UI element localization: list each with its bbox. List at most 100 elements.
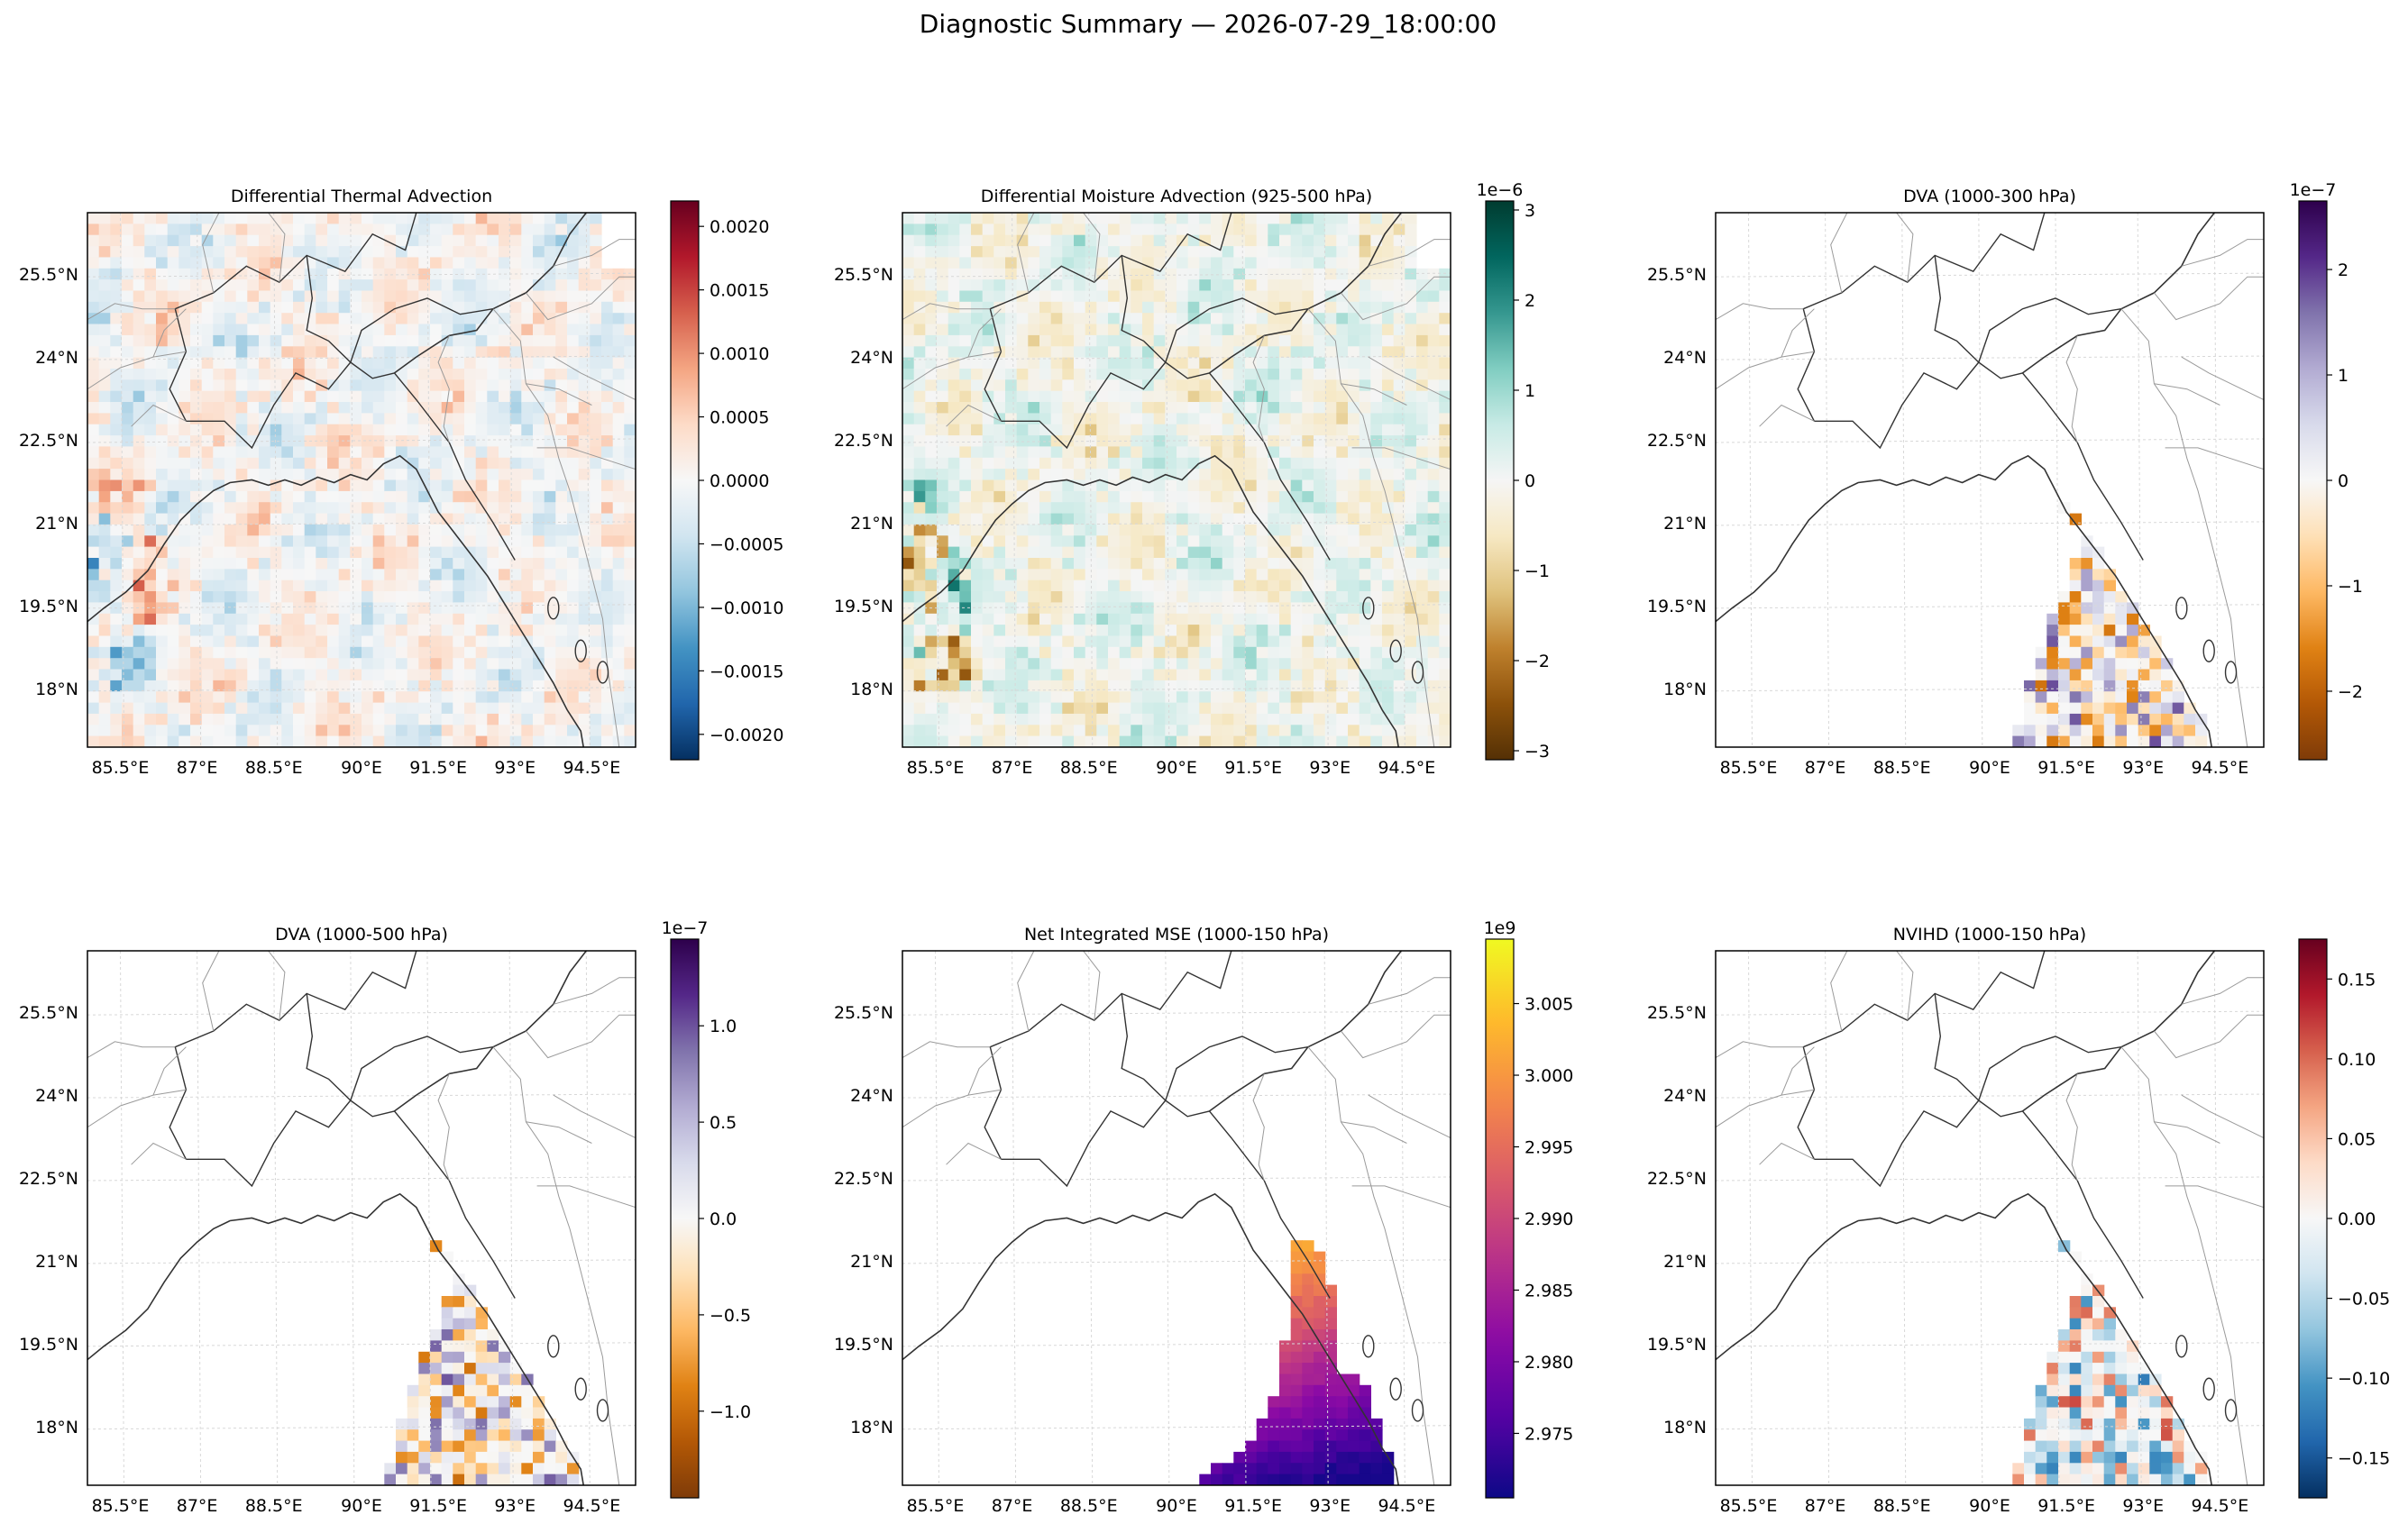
x-tick-label: 91.5°E: [1224, 1496, 1282, 1516]
colorbar-tick-label: 2.990: [1524, 1209, 1573, 1229]
colorbar-tick-label: 0.05: [2338, 1129, 2376, 1149]
panel-title: Net Integrated MSE (1000-150 hPa): [1024, 925, 1329, 945]
colorbar-tick-label: 2.995: [1524, 1138, 1573, 1158]
y-tick-label: 22.5°N: [1647, 1169, 1707, 1189]
x-tick-label: 94.5°E: [563, 758, 620, 778]
colorbar-tick-label: −0.0005: [710, 534, 783, 554]
colorbar-tick-label: −2: [2338, 682, 2363, 702]
colorbar-tick-label: −1.0: [710, 1402, 751, 1422]
x-tick-label: 87°E: [177, 758, 218, 778]
x-tick-label: 87°E: [992, 758, 1033, 778]
map-frame: [87, 950, 636, 1486]
y-tick-label: 18°N: [1663, 680, 1707, 699]
x-tick-label: 88.5°E: [1873, 758, 1931, 778]
x-tick-label: 90°E: [341, 1496, 382, 1516]
x-tick-label: 93°E: [1309, 1496, 1350, 1516]
x-tick-label: 85.5°E: [92, 758, 150, 778]
panel-title: DVA (1000-300 hPa): [1903, 187, 2076, 206]
colorbar: [670, 938, 700, 1499]
colorbar-tick-label: 0.0020: [710, 217, 769, 237]
y-tick-label: 19.5°N: [19, 597, 78, 616]
y-tick-label: 18°N: [35, 1418, 78, 1437]
y-tick-label: 19.5°N: [1647, 597, 1707, 616]
colorbar-tick-label: −0.0020: [710, 725, 783, 745]
panel-title: NVIHD (1000-150 hPa): [1893, 925, 2086, 945]
panel-4: DVA (1000-500 hPa) 85.5°E 87°E 88.5°E 90°E 91…: [19, 918, 751, 1516]
colorbar-tick-label: −1: [1524, 561, 1550, 581]
colorbar-tick-label: 0.00: [2338, 1209, 2376, 1229]
y-tick-label: 21°N: [850, 1252, 893, 1272]
x-tick-label: 94.5°E: [2191, 758, 2248, 778]
colorbar-offset-label: 1e9: [1484, 918, 1516, 938]
colorbar-tick-label: 0.0015: [710, 281, 769, 301]
colorbar-tick-label: 0.0: [710, 1209, 737, 1229]
colorbar-tick-label: 2.980: [1524, 1353, 1573, 1373]
colorbar-tick-label: −0.15: [2338, 1449, 2390, 1469]
colorbar-offset-label: 1e−7: [2290, 180, 2337, 200]
colorbar-tick-label: 1: [2338, 366, 2348, 386]
y-tick-label: 25.5°N: [19, 265, 78, 285]
panel-title: Differential Moisture Advection (925-500…: [981, 187, 1372, 206]
y-tick-label: 19.5°N: [834, 1335, 893, 1355]
x-tick-label: 87°E: [1805, 1496, 1846, 1516]
x-tick-label: 91.5°E: [2037, 1496, 2095, 1516]
x-tick-label: 90°E: [1156, 1496, 1197, 1516]
x-tick-label: 87°E: [1805, 758, 1846, 778]
x-tick-label: 90°E: [1969, 758, 2010, 778]
x-tick-label: 94.5°E: [563, 1496, 620, 1516]
colorbar-tick-label: −0.0015: [710, 662, 783, 681]
y-tick-label: 21°N: [850, 514, 893, 534]
colorbar-tick-label: 2.985: [1524, 1281, 1573, 1300]
y-tick-label: 25.5°N: [834, 1003, 893, 1023]
map-frame: [1715, 212, 2265, 748]
colorbar-tick-label: 0.10: [2338, 1050, 2376, 1070]
x-tick-label: 93°E: [2122, 1496, 2164, 1516]
x-tick-label: 87°E: [177, 1496, 218, 1516]
x-tick-label: 88.5°E: [1060, 1496, 1118, 1516]
colorbar-tick-label: 0.5: [710, 1113, 737, 1133]
x-tick-label: 90°E: [341, 758, 382, 778]
colorbar: [1485, 200, 1515, 761]
x-tick-label: 91.5°E: [409, 758, 467, 778]
y-tick-label: 18°N: [1663, 1418, 1707, 1437]
colorbar-tick-label: 0.0010: [710, 344, 769, 364]
y-tick-label: 21°N: [35, 514, 78, 534]
colorbar-tick-label: 3: [1524, 201, 1535, 221]
colorbar-tick-label: 2.975: [1524, 1424, 1573, 1444]
panel-title: Differential Thermal Advection: [231, 187, 492, 206]
x-tick-label: 94.5°E: [1378, 758, 1435, 778]
colorbar-tick-label: 2: [2338, 260, 2348, 280]
panels-layer: Differential Thermal Advection 85.5°E 87°E…: [19, 180, 2390, 1516]
x-tick-label: 88.5°E: [1060, 758, 1118, 778]
figure-suptitle: Diagnostic Summary — 2026-07-29_18:00:00: [920, 9, 1497, 39]
colorbar: [2298, 938, 2328, 1499]
y-tick-label: 19.5°N: [834, 597, 893, 616]
colorbar-tick-label: 1.0: [710, 1017, 737, 1036]
map-frame: [87, 212, 636, 748]
colorbar-tick-label: −0.0010: [710, 598, 783, 618]
colorbar-tick-label: 3.005: [1524, 995, 1573, 1015]
y-tick-label: 22.5°N: [834, 1169, 893, 1189]
y-tick-label: 25.5°N: [19, 1003, 78, 1023]
x-tick-label: 94.5°E: [1378, 1496, 1435, 1516]
y-tick-label: 21°N: [35, 1252, 78, 1272]
y-tick-label: 22.5°N: [19, 1169, 78, 1189]
y-tick-label: 19.5°N: [19, 1335, 78, 1355]
x-tick-label: 94.5°E: [2191, 1496, 2248, 1516]
colorbar-tick-label: 2: [1524, 291, 1535, 311]
colorbar: [670, 200, 700, 761]
y-tick-label: 25.5°N: [834, 265, 893, 285]
y-tick-label: 25.5°N: [1647, 265, 1707, 285]
y-tick-label: 18°N: [850, 680, 893, 699]
panel-3: DVA (1000-300 hPa) 85.5°E 87°E 88.5°E 90°E 91…: [1647, 180, 2363, 778]
x-tick-label: 93°E: [494, 758, 536, 778]
y-tick-label: 24°N: [850, 348, 893, 368]
colorbar-tick-label: 1: [1524, 381, 1535, 401]
x-tick-label: 88.5°E: [1873, 1496, 1931, 1516]
x-tick-label: 87°E: [992, 1496, 1033, 1516]
y-tick-label: 24°N: [35, 348, 78, 368]
colorbar-tick-label: 0.0005: [710, 408, 769, 428]
x-tick-label: 88.5°E: [245, 1496, 303, 1516]
x-tick-label: 90°E: [1969, 1496, 2010, 1516]
